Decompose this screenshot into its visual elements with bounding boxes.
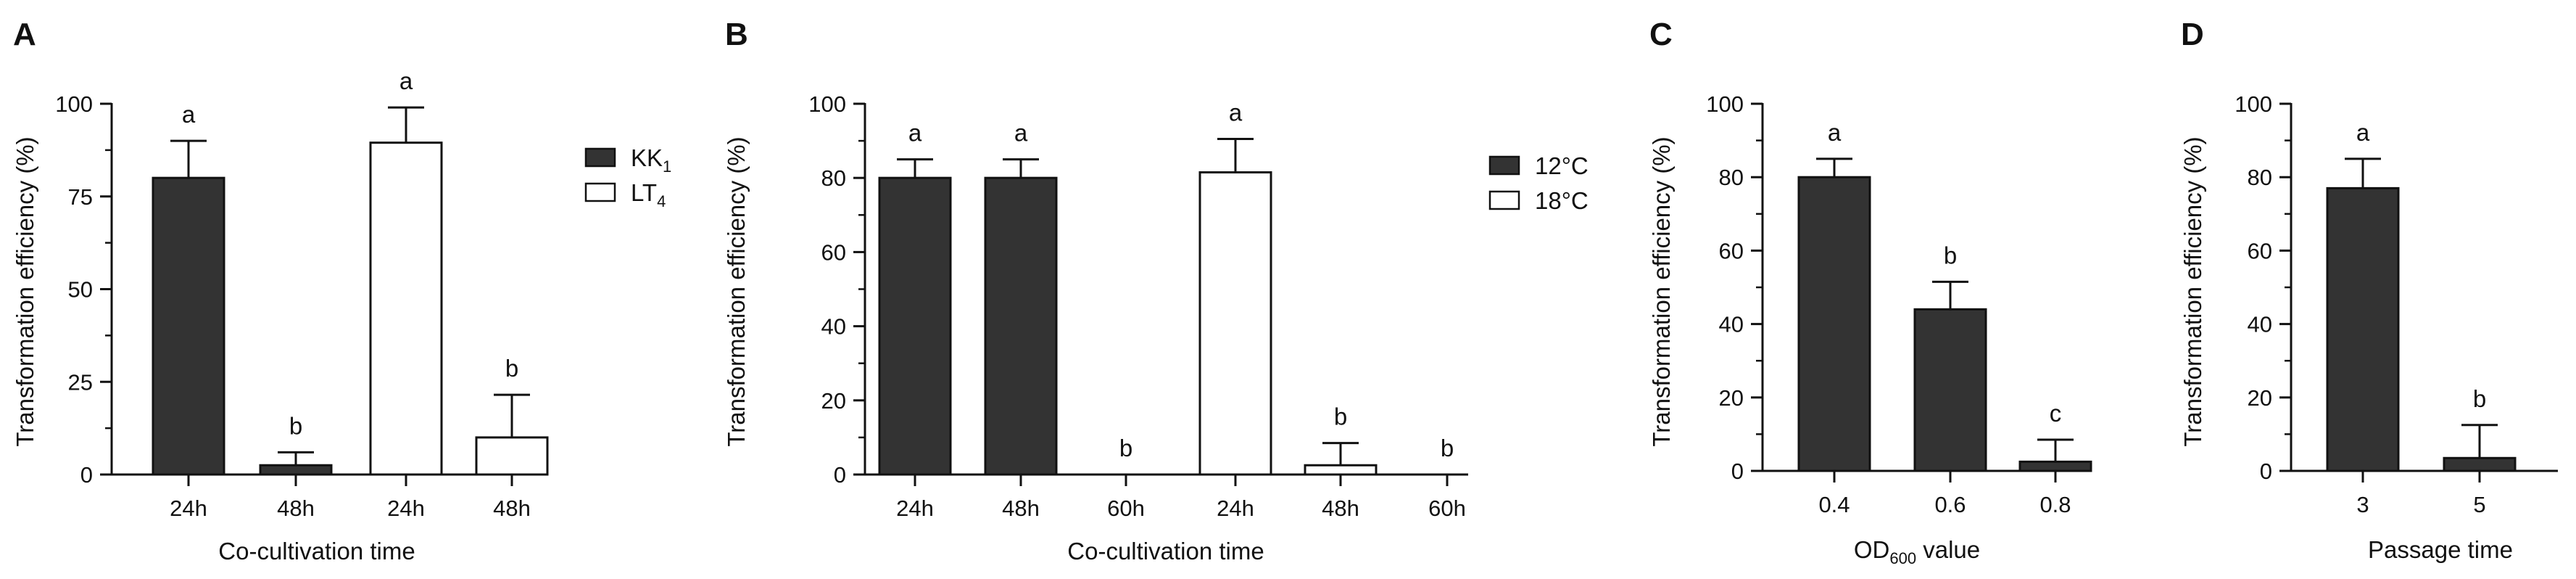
bar (878, 176, 952, 476)
y-tick-label: 100 (1706, 91, 1744, 117)
legend-swatch-kk1 (584, 147, 616, 168)
panel-d-xlabel: Passage time (2368, 536, 2513, 563)
significance-letter: b (1119, 435, 1132, 461)
significance-letter: b (1944, 242, 1957, 268)
panel-c-xlabel: OD600 value (1854, 536, 1980, 567)
x-tick-label: 0.8 (2039, 492, 2071, 517)
y-tick-label: 20 (821, 388, 846, 414)
panel-a-xlabel: Co-cultivation time (218, 538, 415, 564)
panel-a-legend: KK1 LT4 (584, 144, 671, 210)
panel-c-ylabel: Transformation efficiency (%) (1648, 136, 1675, 446)
significance-letter: b (2473, 385, 2486, 412)
panel-b-letter: B (725, 17, 748, 52)
significance-letter: a (1229, 99, 1243, 126)
significance-letter: a (1014, 120, 1028, 147)
y-tick-label: 20 (2248, 385, 2272, 411)
legend-label-kk1: KK1 (631, 144, 671, 176)
x-tick-label: 48h (493, 496, 531, 521)
x-tick-label: 48h (1002, 496, 1040, 521)
x-tick-label: 3 (2356, 492, 2369, 517)
y-tick-label: 80 (821, 165, 846, 191)
legend-swatch-12c (1488, 155, 1520, 176)
bar (1913, 308, 1987, 472)
panel-d-letter: D (2181, 17, 2204, 52)
y-tick-label: 80 (2248, 165, 2272, 190)
significance-letter: b (1334, 403, 1347, 430)
panel-b-plot: 0 20 40 60 80 100 24h a 48h a 60h b 24h a 48h b 60h b (808, 91, 1468, 521)
legend-swatch-lt4 (584, 182, 616, 202)
y-tick-label: 60 (2248, 238, 2272, 263)
y-tick-label: 75 (68, 184, 93, 210)
y-tick-label: 40 (1719, 312, 1744, 337)
bar (1797, 176, 1871, 472)
x-tick-label: 0.4 (1818, 492, 1850, 517)
bar (984, 176, 1058, 476)
panel-d-plot: 0 20 40 60 80 100 3 a 5 b (2235, 91, 2558, 517)
significance-letter: b (505, 355, 518, 382)
panel-a-plot: 0 25 50 75 100 24h a 48h b 24h a 48h b (55, 67, 549, 521)
x-tick-label: 24h (170, 496, 207, 521)
y-tick-label: 0 (1731, 459, 1744, 484)
y-tick-label: 50 (68, 277, 93, 303)
y-tick-label: 100 (808, 91, 846, 117)
x-tick-label: 60h (1107, 496, 1145, 521)
bar (259, 464, 333, 476)
y-tick-label: 0 (834, 462, 846, 488)
bar (369, 141, 443, 476)
y-tick-label: 25 (68, 369, 93, 395)
panel-a-letter: A (13, 17, 36, 52)
bar (475, 436, 549, 476)
y-tick-label: 80 (1719, 165, 1744, 190)
legend-swatch-18c (1488, 190, 1520, 210)
panel-a: A Transformation efficiency (%) Co-culti… (12, 17, 671, 564)
panel-c: C Transformation efficiency (%) OD600 va… (1648, 17, 2092, 567)
bar (152, 176, 225, 476)
panel-d: D Transformation efficiency (%) Passage … (2179, 17, 2558, 563)
x-tick-label: 24h (896, 496, 934, 521)
bar (2018, 460, 2092, 472)
y-tick-label: 40 (821, 314, 846, 340)
x-tick-label: 5 (2473, 492, 2485, 517)
y-tick-label: 40 (2248, 312, 2272, 337)
x-tick-label: 48h (1322, 496, 1359, 521)
significance-letter: a (908, 120, 922, 147)
legend-label-12c: 12°C (1535, 152, 1589, 179)
y-tick-label: 20 (1719, 385, 1744, 411)
x-tick-label: 24h (1217, 496, 1254, 521)
x-tick-label: 48h (277, 496, 315, 521)
y-tick-label: 100 (55, 91, 93, 117)
significance-letter: a (399, 67, 413, 94)
bar (1304, 464, 1378, 476)
bar (2326, 186, 2400, 472)
panel-c-plot: 0 20 40 60 80 100 0.4 a 0.6 b 0.8 c (1706, 91, 2092, 517)
legend-label-18c: 18°C (1535, 187, 1589, 214)
x-tick-label: 24h (387, 496, 425, 521)
significance-letter: a (182, 101, 196, 128)
significance-letter: c (2050, 400, 2062, 427)
panel-b: B Transformation efficiency (%) Co-culti… (723, 17, 1589, 564)
bar (2443, 456, 2517, 472)
panel-b-legend: 12°C 18°C (1488, 152, 1589, 214)
bar (1198, 171, 1272, 476)
y-tick-label: 60 (821, 239, 846, 265)
y-tick-label: 0 (2260, 459, 2272, 484)
legend-label-lt4: LT4 (631, 179, 666, 210)
x-tick-label: 0.6 (1934, 492, 1966, 517)
y-tick-label: 60 (1719, 238, 1744, 263)
panel-b-ylabel: Transformation efficiency (%) (723, 136, 750, 446)
x-tick-label: 60h (1428, 496, 1466, 521)
significance-letter: a (2356, 119, 2370, 146)
panel-a-ylabel: Transformation efficiency (%) (12, 136, 38, 446)
significance-letter: a (1828, 119, 1842, 146)
panel-b-xlabel: Co-cultivation time (1067, 538, 1264, 564)
significance-letter: b (1441, 435, 1454, 461)
y-tick-label: 0 (80, 462, 93, 488)
panel-c-letter: C (1649, 17, 1673, 52)
significance-letter: b (289, 412, 302, 439)
y-tick-label: 100 (2235, 91, 2272, 117)
panel-d-ylabel: Transformation efficiency (%) (2179, 136, 2206, 446)
